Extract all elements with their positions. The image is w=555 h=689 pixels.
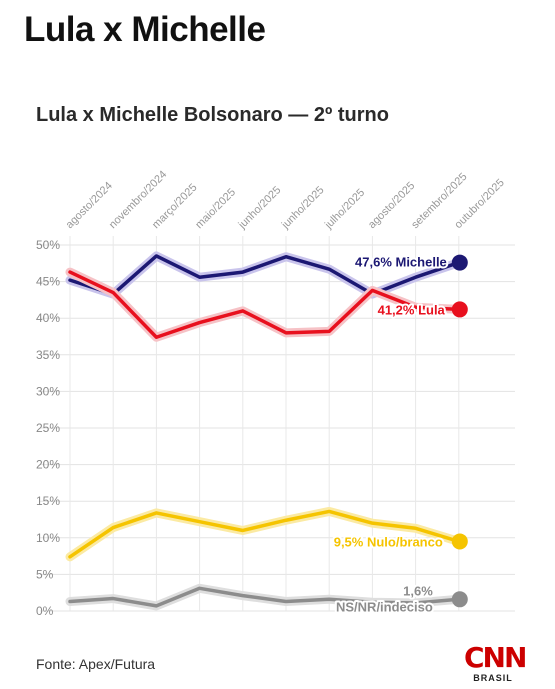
source-note: Fonte: Apex/Futura [36, 656, 156, 672]
x-tick-label: março/2025 [150, 182, 200, 232]
logo-mark: CNN [464, 641, 527, 674]
y-tick-label: 45% [36, 275, 60, 289]
headline: Lula x Michelle [24, 10, 266, 49]
y-tick-label: 5% [36, 567, 54, 581]
label-nulo-branco: 9,5% Nulo/branco [334, 534, 443, 549]
y-tick-label: 0% [36, 604, 54, 618]
end-marker-michelle [451, 254, 468, 271]
y-tick-label: 35% [36, 348, 60, 362]
x-tick-label: maio/2025 [193, 186, 238, 231]
y-tick-label: 25% [36, 421, 60, 435]
x-tick-label: junho/2025 [279, 184, 327, 232]
label-michelle: 47,6% Michelle [355, 255, 447, 270]
x-tick-label: julho/2025 [322, 187, 367, 232]
label-ns-value: 1,6% [403, 583, 433, 598]
end-marker-lula [451, 301, 468, 318]
y-tick-label: 50% [36, 238, 60, 252]
end-marker-nulo-branco [451, 533, 468, 550]
y-tick-label: 10% [36, 531, 60, 545]
series-line-nulo-branco [68, 509, 461, 559]
y-tick-label: 30% [36, 384, 60, 398]
series-line-ns-nr-indeciso [68, 586, 461, 608]
label-lula: 41,2% Lula [378, 302, 446, 317]
chart-title: Lula x Michelle Bolsonaro — 2º turno [36, 104, 389, 126]
y-tick-label: 15% [36, 494, 60, 508]
label-ns-name: NS/NR/indeciso [336, 599, 433, 614]
logo-subtitle: BRASIL [473, 673, 513, 683]
series-line-michelle [68, 254, 461, 296]
y-tick-label: 40% [36, 311, 60, 325]
end-marker-ns-nr-indeciso [451, 591, 468, 608]
y-tick-label: 20% [36, 458, 60, 472]
cnn-brasil-logo: CNN BRASIL [464, 641, 527, 684]
series-line-lula [68, 270, 461, 339]
x-tick-label: junho/2025 [236, 184, 284, 232]
